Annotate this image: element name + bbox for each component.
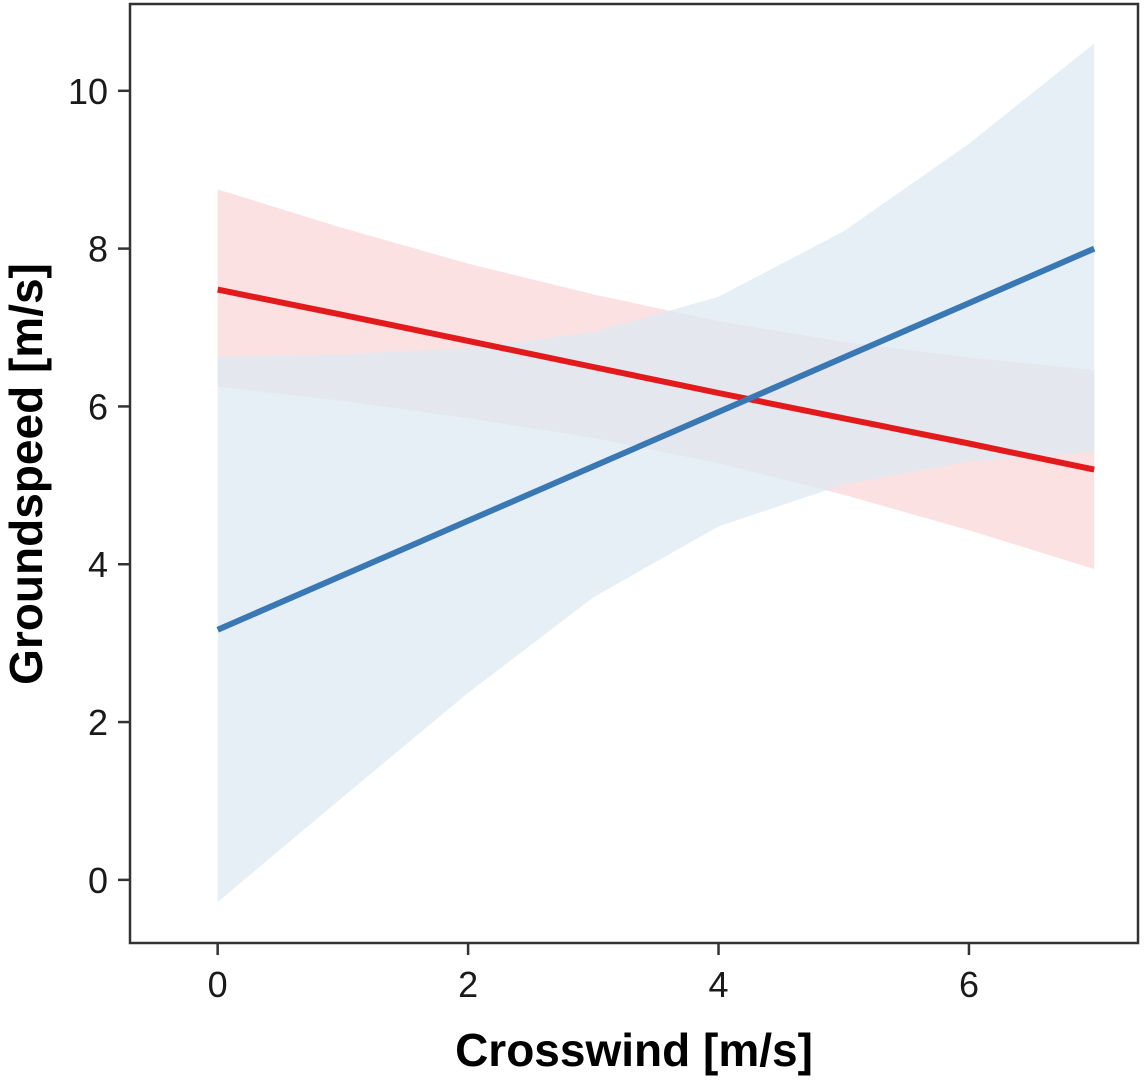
x-tick-label: 4: [709, 964, 729, 1005]
series-line-red: [217, 286, 1095, 473]
y-tick-label: 10: [68, 71, 108, 112]
y-axis-title: Groundspeed [m/s]: [0, 263, 52, 685]
confidence-band-blue: [217, 43, 1095, 902]
y-tick-label: 4: [88, 544, 108, 585]
panel-border: [128, 2, 1140, 945]
series-line-blue: [216, 245, 1096, 633]
y-tick-label: 2: [88, 702, 108, 743]
x-axis-ticks: 0 2 4 6: [208, 943, 979, 1005]
y-tick-label: 8: [88, 229, 108, 270]
x-axis-title: Crosswind [m/s]: [455, 1024, 813, 1076]
y-tick-label: 0: [88, 860, 108, 901]
x-tick-label: 0: [208, 964, 228, 1005]
series-lines: [216, 245, 1096, 633]
y-axis-ticks: 0 2 4 6 8 10: [68, 71, 130, 901]
y-tick-label: 6: [88, 386, 108, 427]
x-tick-label: 6: [959, 964, 979, 1005]
x-tick-label: 2: [458, 964, 478, 1005]
